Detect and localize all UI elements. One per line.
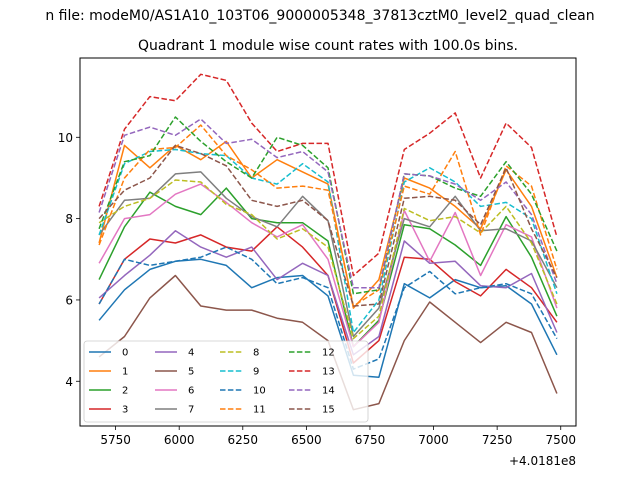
legend-label-2: 2 bbox=[122, 386, 128, 397]
x-axis: 5750 6000 6250 6500 6750 7000 7250 7500 bbox=[100, 426, 576, 447]
y-tick-label: 4 bbox=[65, 375, 73, 389]
legend-label-13: 13 bbox=[322, 367, 335, 378]
y-tick-label: 10 bbox=[58, 131, 73, 145]
x-tick-label: 7250 bbox=[482, 433, 513, 447]
series-line-14 bbox=[98, 118, 558, 289]
x-offset-label: +4.0181e8 bbox=[509, 454, 576, 468]
series-line-11 bbox=[98, 124, 558, 307]
legend-label-9: 9 bbox=[253, 367, 259, 378]
series-line-10 bbox=[98, 246, 558, 370]
series-line-12 bbox=[98, 116, 558, 295]
x-tick-label: 7500 bbox=[545, 433, 576, 447]
legend-label-4: 4 bbox=[188, 348, 194, 359]
legend-box bbox=[83, 340, 369, 423]
legend-label-7: 7 bbox=[188, 405, 194, 416]
series-line-13 bbox=[98, 73, 558, 277]
axes-frame bbox=[79, 57, 577, 427]
series-line-9 bbox=[98, 148, 558, 334]
series-line-6 bbox=[98, 183, 558, 348]
x-tick-label: 5750 bbox=[100, 433, 131, 447]
figure-suptitle: n file: modeM0/AS1A10_103T06_9000005348_… bbox=[45, 8, 594, 24]
x-tick-label: 6500 bbox=[291, 433, 322, 447]
legend-label-5: 5 bbox=[188, 367, 194, 378]
x-tick-label: 7000 bbox=[418, 433, 449, 447]
series-line-2 bbox=[98, 187, 558, 348]
legend-label-15: 15 bbox=[322, 405, 335, 416]
y-tick-label: 6 bbox=[65, 293, 73, 307]
legend-label-14: 14 bbox=[322, 386, 335, 397]
y-axis: 4 6 8 10 bbox=[58, 131, 80, 389]
legend-label-8: 8 bbox=[253, 348, 259, 359]
legend-label-0: 0 bbox=[122, 348, 128, 359]
x-tick-label: 6750 bbox=[355, 433, 386, 447]
legend-label-12: 12 bbox=[322, 348, 335, 359]
legend-label-6: 6 bbox=[188, 386, 194, 397]
legend-label-3: 3 bbox=[122, 405, 128, 416]
series-line-15 bbox=[98, 144, 558, 307]
chart-title: Quadrant 1 module wise count rates with … bbox=[138, 38, 518, 54]
legend-label-11: 11 bbox=[253, 405, 266, 416]
x-tick-label: 6000 bbox=[164, 433, 195, 447]
legend-label-1: 1 bbox=[122, 367, 128, 378]
x-tick-label: 6250 bbox=[228, 433, 259, 447]
series-line-7 bbox=[98, 171, 558, 338]
y-tick-label: 8 bbox=[65, 212, 73, 226]
legend-label-10: 10 bbox=[253, 386, 266, 397]
series-line-4 bbox=[98, 230, 558, 356]
